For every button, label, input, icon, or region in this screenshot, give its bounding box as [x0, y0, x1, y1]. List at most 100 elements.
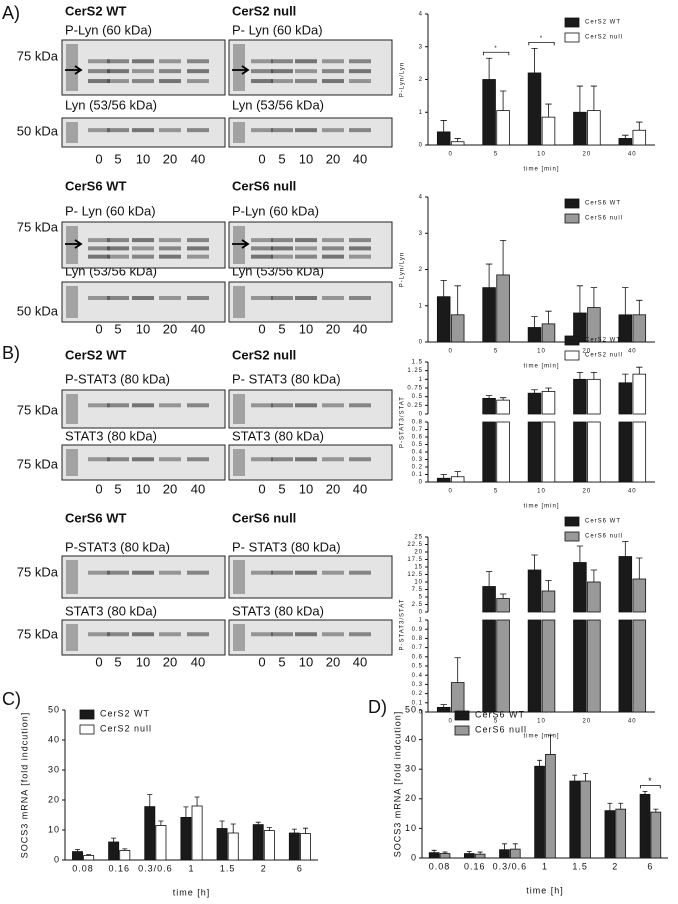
error-bar: [302, 827, 309, 834]
bar: [496, 274, 510, 343]
ladder: [66, 226, 78, 264]
band: [349, 238, 371, 243]
y-tick-label: 0: [419, 610, 423, 616]
error-bar: [499, 240, 507, 275]
error-bar: [291, 828, 297, 833]
blot: [228, 444, 393, 481]
error-bar: [454, 657, 461, 683]
error-bar: [618, 802, 624, 810]
band: [132, 632, 154, 637]
blot: [228, 117, 393, 148]
legend-label: CerS2 null: [585, 35, 623, 41]
legend-swatch: [79, 724, 95, 735]
error-bar: [122, 848, 128, 851]
lane-label: 5: [114, 321, 121, 336]
bar: [83, 855, 95, 861]
x-tick-label: 0.3/0.6: [138, 863, 173, 873]
band: [132, 296, 154, 300]
y-tick-label: 30: [405, 764, 417, 774]
band: [251, 128, 273, 133]
band: [107, 570, 129, 575]
y-tick-label: 25: [414, 535, 423, 541]
bar: [632, 578, 647, 613]
x-tick-label: 5: [494, 719, 498, 725]
band: [132, 246, 154, 251]
band: [251, 254, 273, 259]
band: [322, 457, 344, 462]
y-tick-label: 30: [48, 764, 60, 774]
ladder: [233, 44, 245, 91]
error-bar: [583, 773, 589, 782]
y-tick-label: 1: [419, 110, 423, 116]
y-tick-label: 0.5: [412, 664, 423, 670]
y-tick-label: 0.7: [412, 427, 423, 433]
blot: [61, 619, 226, 656]
x-tick-label: 40: [628, 719, 637, 725]
ladder: [233, 624, 245, 651]
band: [88, 246, 110, 251]
band: [251, 570, 273, 575]
blot-label: P- STAT3 (80 kDa): [232, 539, 341, 554]
x-axis-label: time [min]: [523, 734, 559, 740]
error-bar: [194, 796, 200, 806]
blot-title: CerS2 null: [232, 347, 296, 362]
error-bar: [531, 554, 538, 570]
bar: [450, 682, 465, 713]
y-tick-label: 10: [48, 824, 60, 834]
bar: [108, 841, 120, 861]
lane-label: 40: [191, 151, 205, 166]
x-tick-label: 5: [494, 489, 498, 495]
band: [271, 69, 293, 74]
bar: [450, 476, 465, 483]
lane-label: 20: [326, 151, 340, 166]
lane-label: 40: [191, 654, 205, 669]
blot-label: STAT3 (80 kDa): [232, 428, 324, 443]
band: [322, 128, 344, 133]
band: [107, 254, 129, 259]
blot-marker: 75 kDa: [17, 456, 59, 471]
band: [251, 403, 273, 408]
y-tick-label: 1.25: [407, 368, 423, 374]
error-bar: [499, 90, 507, 111]
band: [159, 128, 181, 133]
band: [107, 59, 129, 64]
blot-title: CerS2 null: [232, 3, 296, 18]
band: [349, 632, 371, 637]
bar: [180, 817, 192, 861]
band: [107, 403, 129, 408]
band: [187, 632, 209, 637]
x-tick-label: 0.16: [464, 861, 486, 871]
band: [295, 254, 317, 259]
lane-label: 10: [299, 321, 313, 336]
bar: [496, 399, 510, 415]
band: [159, 79, 181, 84]
y-tick-label: 0.8: [412, 420, 423, 426]
x-tick-label: 0.3/0.6: [493, 861, 528, 871]
band: [88, 296, 110, 300]
y-tick-label: 0.2: [412, 465, 423, 471]
error-bar: [219, 820, 225, 829]
lane-label: 40: [353, 654, 367, 669]
band: [271, 238, 293, 243]
band: [295, 457, 317, 462]
x-tick-label: 10: [537, 152, 546, 158]
band: [295, 296, 317, 300]
y-tick-label: 2: [419, 267, 423, 273]
legend-swatch: [79, 709, 95, 720]
blot-title: CerS2 WT: [65, 347, 126, 362]
x-tick-label: 2: [612, 861, 618, 871]
lane-label: 10: [136, 321, 150, 336]
legend-label: CerS2 null: [585, 353, 623, 359]
band: [349, 246, 371, 251]
error-bar: [74, 849, 81, 852]
ladder: [233, 226, 245, 264]
x-tick-label: 20: [583, 349, 592, 355]
y-tick-label: 0: [419, 412, 423, 418]
y-tick-label: 15: [414, 565, 423, 571]
band: [187, 59, 209, 64]
legend-label: CerS6 WT: [475, 709, 525, 719]
legend-label: CerS6 null: [585, 216, 623, 222]
lane-label: 5: [114, 481, 121, 496]
y-tick-label: 0.6: [412, 435, 423, 441]
